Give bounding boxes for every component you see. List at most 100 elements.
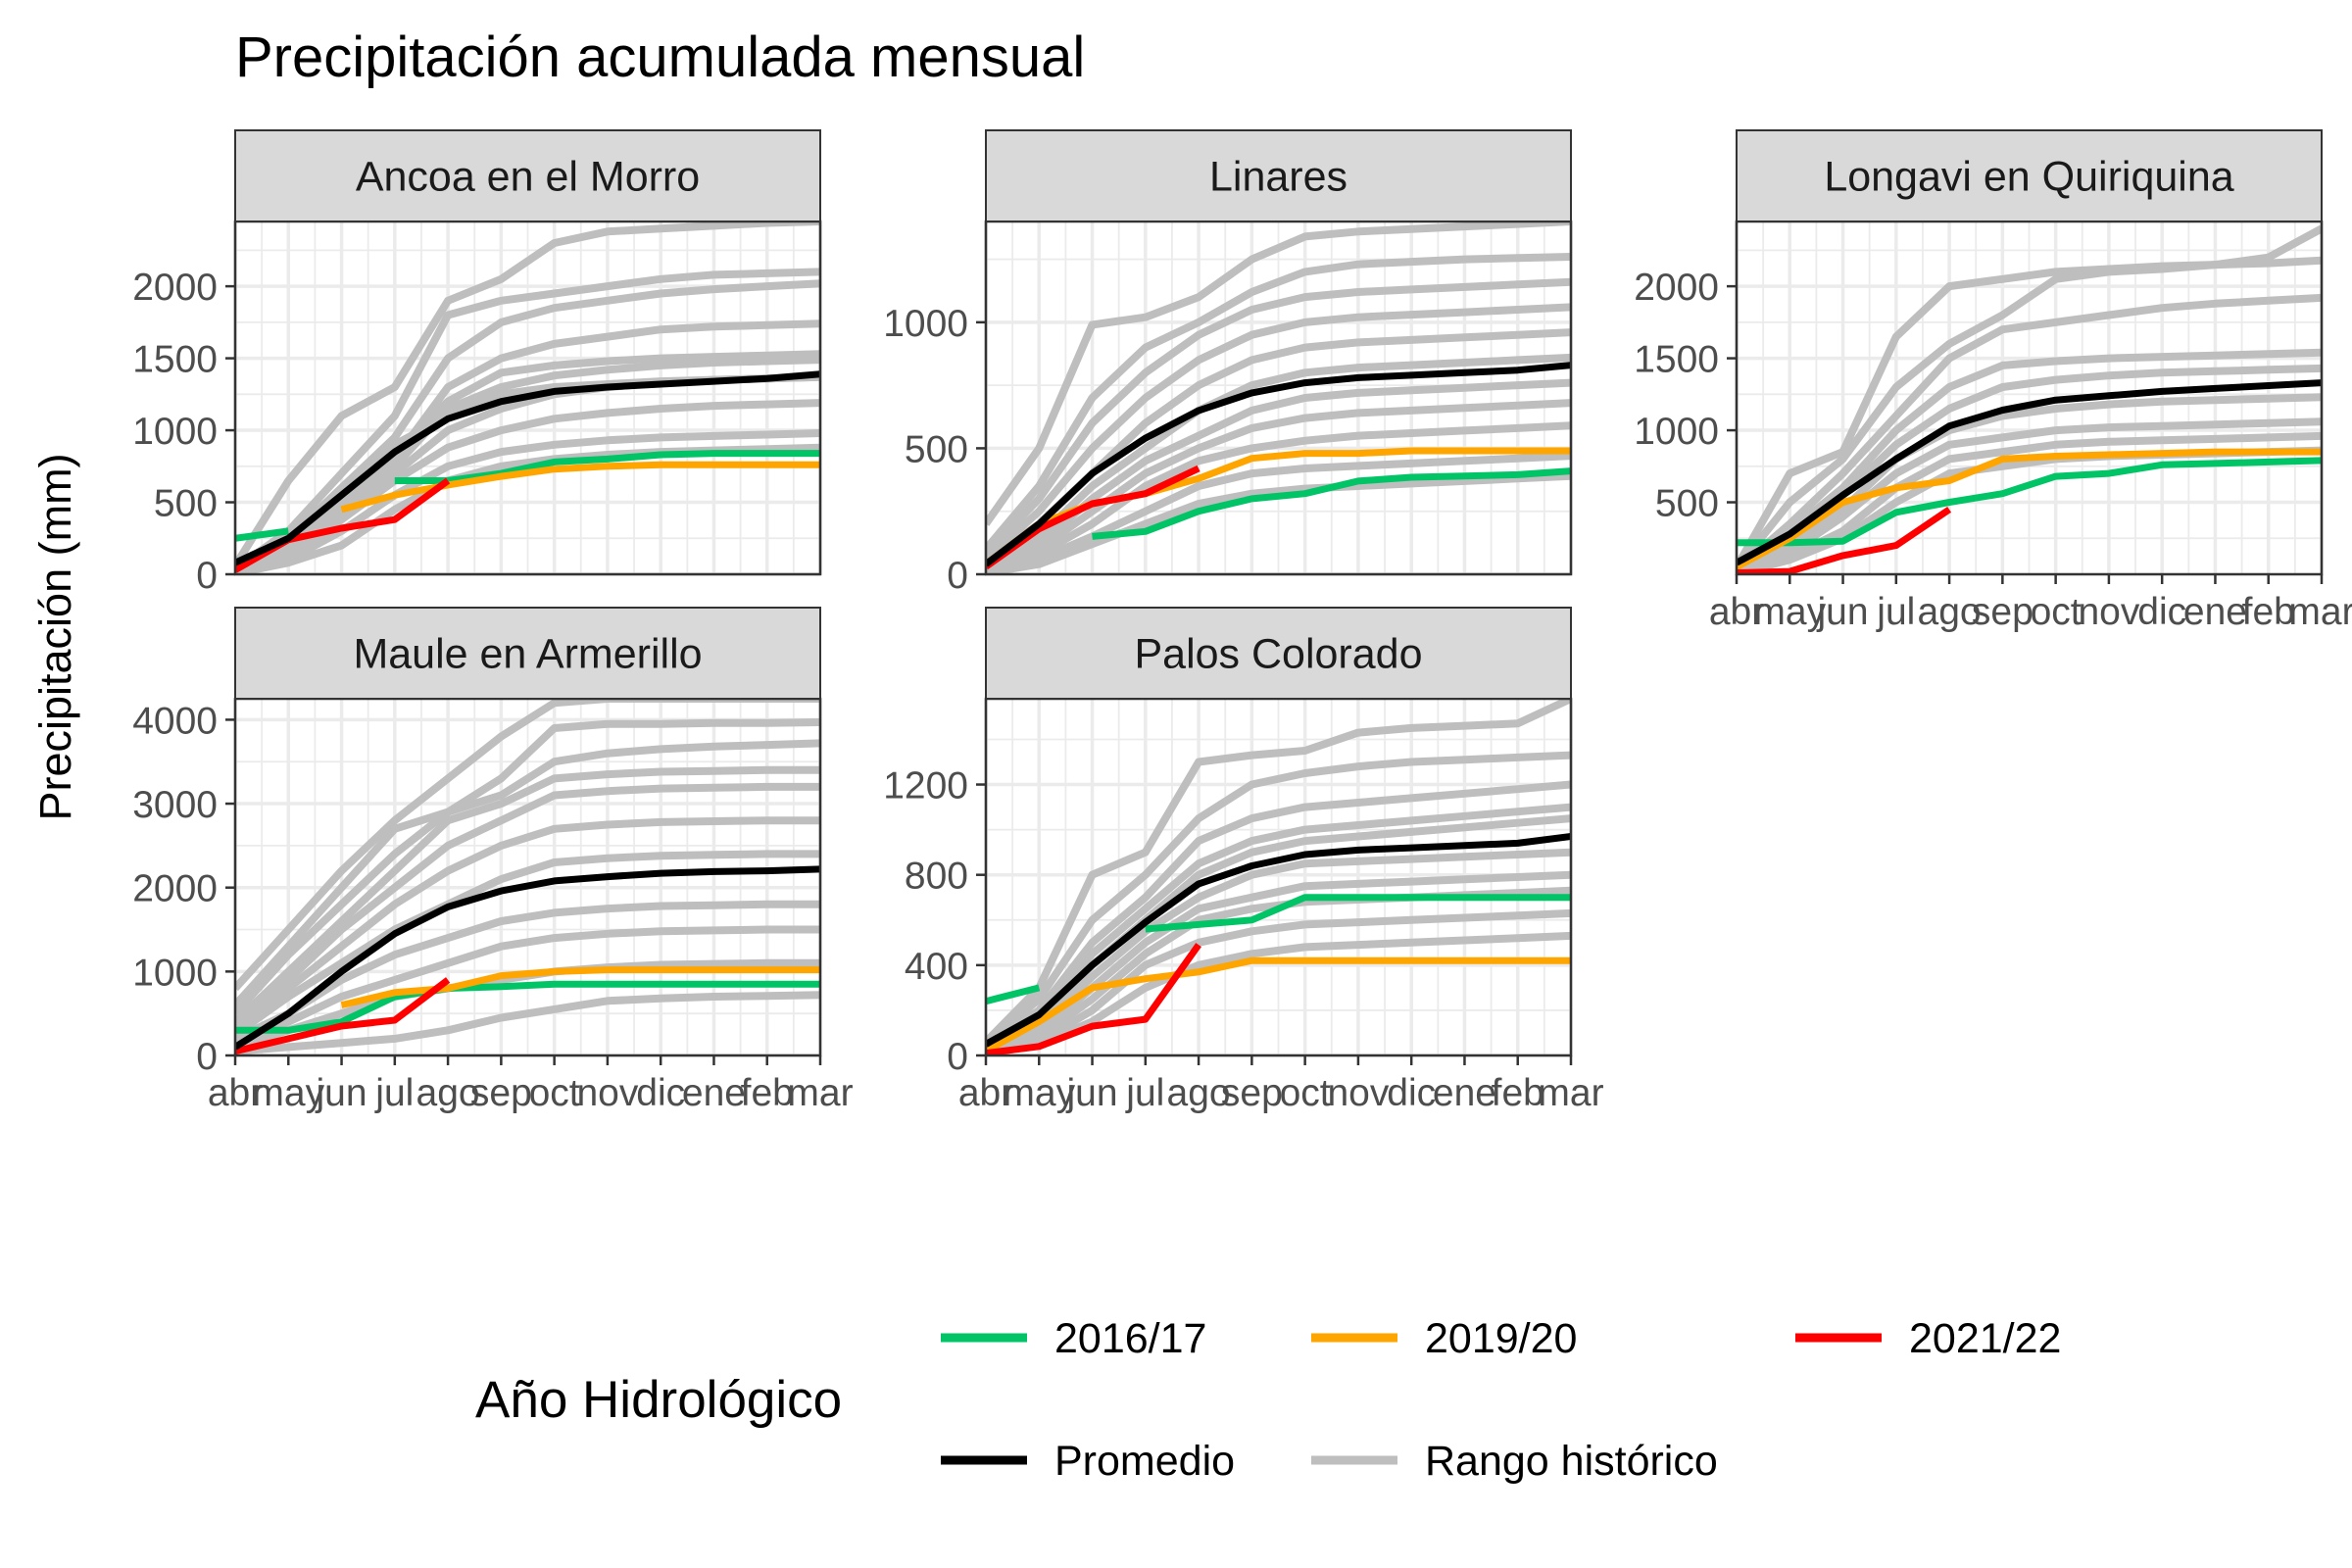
y-tick-label: 400 [905, 946, 968, 988]
series-line-rango-historico [235, 268, 820, 572]
series-line-rango-historico [235, 399, 820, 574]
x-tick-label: feb [1492, 1072, 1544, 1114]
series-line-rango-historico [986, 221, 1571, 526]
series-line-rango-historico [986, 277, 1571, 558]
facet-strip [985, 129, 1572, 222]
plot-area [235, 699, 820, 1055]
series-line-promedio [986, 362, 1571, 567]
x-tick-label: jun [316, 1072, 368, 1114]
x-tick-label: feb [2242, 591, 2295, 633]
x-tick-label: mar [1538, 1072, 1603, 1114]
facet-strip [234, 129, 821, 222]
y-tick-label: 2000 [1634, 267, 1719, 309]
x-tick-label: ene [1433, 1072, 1496, 1114]
series-line-promedio [1737, 379, 2322, 566]
series-line-rango-historico [235, 816, 820, 1034]
y-tick-label: 0 [196, 555, 218, 597]
series-line-2019-20 [1737, 448, 2322, 570]
y-tick-label: 1500 [1634, 339, 1719, 381]
y-tick-label: 3000 [132, 784, 218, 826]
facet-strip-label: Palos Colorado [1134, 631, 1422, 678]
legend-item-rango-historico: Rango histórico [1311, 1438, 1718, 1485]
series-line-rango-historico [1737, 393, 2322, 574]
x-tick-label: nov [576, 1072, 638, 1114]
series-line-rango-historico [235, 765, 820, 1025]
x-tick-label: dic [2137, 591, 2186, 633]
y-tick-label: 0 [947, 1036, 968, 1078]
series-line-rango-historico [235, 699, 820, 992]
y-tick-label: 500 [154, 483, 218, 525]
y-tick-label: 1000 [883, 303, 968, 345]
x-tick-label: ago [416, 1072, 480, 1114]
facet-strip-label: Ancoa en el Morro [356, 154, 700, 201]
series-line-rango-historico [235, 279, 820, 571]
series-line-promedio [235, 865, 820, 1051]
x-tick-label: ago [1167, 1072, 1231, 1114]
series-line-rango-historico [986, 699, 1571, 1046]
y-tick-label: 800 [905, 856, 968, 898]
series-line-rango-historico [235, 221, 820, 568]
legend-item-2016-17: 2016/17 [941, 1315, 1206, 1362]
series-line-rango-historico [986, 353, 1571, 568]
x-tick-label: jul [374, 1072, 414, 1114]
y-axis-label: Precipitación (mm) [30, 453, 80, 820]
legend-label: 2019/20 [1425, 1315, 1577, 1362]
x-tick-label: nov [1327, 1072, 1389, 1114]
x-tick-label: jul [1876, 591, 1915, 633]
x-tick-label: may [252, 1072, 324, 1114]
x-tick-label: oct [2031, 591, 2082, 633]
y-tick-label: 4000 [132, 700, 218, 742]
x-tick-label: abr [958, 1072, 1013, 1114]
legend-items: 2016/17 2019/20 2021/22 Promedio Rango histó… [941, 1315, 2061, 1485]
series-line-rango-historico [235, 900, 820, 1043]
x-tick-label: sep [1221, 1072, 1283, 1114]
x-tick-label: dic [636, 1072, 685, 1114]
series-line-2016-17 [394, 450, 820, 484]
x-tick-label: mar [2288, 591, 2352, 633]
series-line-rango-historico [235, 782, 820, 1030]
series-line-rango-historico [1737, 417, 2322, 574]
series-line-2021-22 [986, 943, 1201, 1055]
x-tick-label: dic [1387, 1072, 1436, 1114]
series-line-2016-17 [235, 980, 820, 1034]
x-tick-label: ene [682, 1072, 746, 1114]
x-tick-label: may [1003, 1072, 1075, 1114]
series-line-rango-historico [1737, 348, 2322, 574]
series-line-2016-17 [1737, 457, 2322, 547]
legend-label: 2016/17 [1054, 1315, 1206, 1362]
series-line-rango-historico [986, 751, 1571, 1048]
series-line-rango-historico [986, 908, 1571, 1055]
y-tick-label: 500 [1655, 483, 1719, 525]
x-tick-label: oct [1280, 1072, 1331, 1114]
x-tick-label: feb [741, 1072, 794, 1114]
series-line-promedio [235, 370, 820, 566]
facet-strip [1736, 129, 2323, 222]
x-tick-label: nov [2078, 591, 2139, 633]
series-line-rango-historico [986, 253, 1571, 552]
series-line-rango-historico [986, 399, 1571, 573]
series-line-2016-17 [235, 527, 289, 542]
series-line-2021-22 [235, 977, 451, 1055]
series-line-rango-historico [986, 421, 1571, 574]
facet-panel: Ancoa en el Morro 0 500 1000 1500 2000 [132, 129, 822, 597]
legend: Año Hidrológico 2016/17 2019/20 2021/22 Pro… [475, 1315, 2061, 1485]
series-line-rango-historico [235, 991, 820, 1055]
x-tick-label: mar [787, 1072, 853, 1114]
y-tick-label: 500 [905, 428, 968, 470]
series-line-2021-22 [1737, 507, 1952, 574]
series-line-2016-17 [986, 984, 1041, 1005]
plot-area [235, 221, 820, 574]
series-line-rango-historico [986, 803, 1571, 1053]
plot-area [986, 221, 1571, 574]
facet-panel: Maule en Armerillo01000200030004000abrma… [132, 607, 854, 1114]
y-tick-label: 1000 [1634, 411, 1719, 453]
legend-label: Rango histórico [1425, 1438, 1718, 1485]
x-tick-label: jul [1125, 1072, 1164, 1114]
series-line-2019-20 [986, 956, 1571, 1054]
x-tick-label: sep [1972, 591, 2034, 633]
x-tick-label: may [1753, 591, 1826, 633]
facet-strip-label: Maule en Armerillo [353, 631, 702, 678]
y-tick-label: 1000 [132, 411, 218, 453]
series-line-rango-historico [986, 303, 1571, 563]
